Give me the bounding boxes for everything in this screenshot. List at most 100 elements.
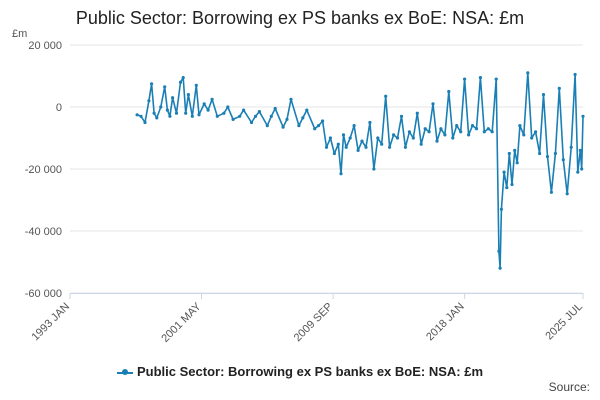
series-line <box>136 72 584 270</box>
data-point <box>580 167 584 171</box>
data-point <box>324 145 329 149</box>
data-point <box>341 133 346 137</box>
data-point <box>289 97 293 101</box>
data-point <box>135 113 139 117</box>
data-point <box>467 133 471 137</box>
x-tick-label: 2009 SEP <box>292 301 336 345</box>
data-point <box>356 148 360 152</box>
data-point <box>522 133 526 137</box>
data-point <box>152 111 156 115</box>
data-point <box>578 148 582 152</box>
data-point <box>427 130 431 134</box>
data-point <box>541 93 546 97</box>
data-point <box>431 102 435 106</box>
data-point <box>392 133 396 137</box>
data-point <box>494 77 498 81</box>
y-tick-label: -40 000 <box>25 226 62 238</box>
data-point <box>297 124 301 128</box>
legend[interactable]: Public Sector: Borrowing ex PS banks ex … <box>0 364 600 379</box>
data-point <box>497 249 501 253</box>
data-point <box>478 76 482 80</box>
data-point <box>186 93 190 97</box>
data-point <box>174 111 179 115</box>
data-point <box>181 76 185 80</box>
data-point <box>447 89 451 94</box>
x-tick-label: 2018 JAN <box>424 301 467 344</box>
data-point <box>194 83 198 87</box>
data-point <box>486 127 490 131</box>
data-point <box>163 85 167 89</box>
data-point <box>482 130 486 134</box>
y-axis-unit: £m <box>12 28 28 40</box>
data-point <box>238 114 242 118</box>
data-point <box>202 102 206 106</box>
data-point <box>139 114 143 118</box>
data-point <box>498 266 502 270</box>
data-point <box>411 136 415 140</box>
data-point <box>384 94 388 98</box>
data-point <box>305 108 309 112</box>
series-layer <box>135 71 585 270</box>
data-point <box>273 106 277 111</box>
data-point <box>360 139 364 143</box>
data-point <box>419 142 423 146</box>
data-point <box>368 120 372 125</box>
data-point <box>553 151 558 156</box>
data-point <box>249 120 254 125</box>
data-point <box>443 133 447 137</box>
data-point <box>423 127 427 131</box>
data-point <box>150 82 154 86</box>
data-point <box>178 80 183 84</box>
data-point <box>253 114 258 118</box>
y-tick-label: 0 <box>56 102 62 114</box>
legend-swatch <box>116 368 133 375</box>
gridlines <box>70 44 583 294</box>
data-point <box>451 136 455 140</box>
data-point <box>376 136 380 140</box>
data-point <box>502 170 506 174</box>
data-point <box>317 124 321 128</box>
data-point <box>147 99 151 103</box>
data-point <box>459 130 463 134</box>
x-tick-label: 2001 MAY <box>159 300 204 345</box>
data-point <box>168 114 172 118</box>
data-point <box>505 186 509 190</box>
data-point <box>395 136 400 140</box>
data-point <box>328 136 332 140</box>
data-point <box>573 72 577 77</box>
data-point <box>534 130 538 134</box>
data-point <box>526 71 530 75</box>
data-point <box>515 161 519 165</box>
data-point <box>352 124 356 128</box>
y-tick-label: 20 000 <box>28 40 62 52</box>
data-point <box>321 119 325 123</box>
data-point <box>344 145 348 149</box>
data-point <box>215 114 219 118</box>
chart-title: Public Sector: Borrowing ex PS banks ex … <box>75 8 525 28</box>
data-point <box>545 155 550 159</box>
data-point <box>474 127 479 131</box>
data-point <box>210 97 214 101</box>
data-point <box>455 124 459 128</box>
data-point <box>190 114 194 118</box>
data-point <box>231 117 235 121</box>
data-point <box>463 77 467 81</box>
data-point <box>285 117 289 121</box>
data-point <box>226 105 230 109</box>
data-point <box>549 190 554 194</box>
data-point <box>332 151 336 156</box>
source-label: Source: <box>548 380 590 394</box>
data-point <box>184 111 188 115</box>
x-tick-label: 1993 JAN <box>29 301 72 344</box>
data-point <box>388 145 392 149</box>
data-point <box>301 116 305 120</box>
data-point <box>269 114 273 118</box>
data-point <box>339 172 343 176</box>
data-point <box>155 116 159 120</box>
x-tick-label: 2025 JUL <box>543 301 585 343</box>
data-point <box>557 86 561 90</box>
data-point <box>415 111 419 115</box>
data-point <box>399 114 404 118</box>
